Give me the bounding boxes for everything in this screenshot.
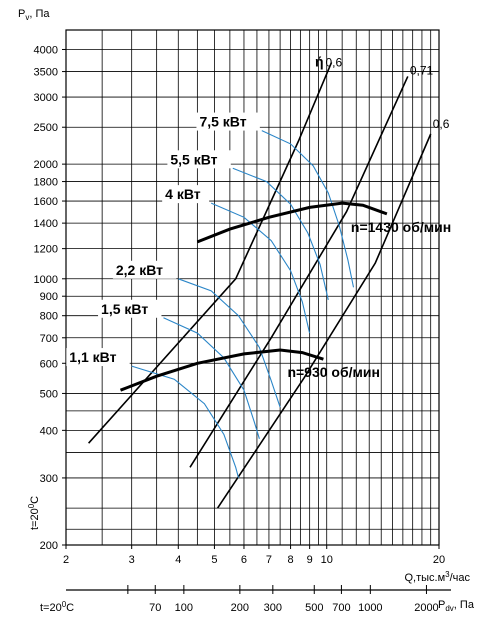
tick-labels: 200 300 400 500 600 700 800 900 1000 1200 1400 1600…: [34, 44, 446, 614]
y-tick-label: 1800: [34, 177, 58, 189]
y-tick-label: 2500: [34, 122, 58, 134]
y-tick-label: 1600: [34, 196, 58, 208]
x-tick-label: 8: [288, 554, 294, 566]
power-curve: [210, 202, 311, 334]
y-tick-label: 300: [40, 473, 58, 485]
power-label-bg: [98, 299, 162, 318]
power-label-bg: [112, 260, 177, 279]
power-label: 1,5 кВт: [101, 301, 148, 317]
efficiency-label: 0,71: [410, 63, 434, 77]
power-label-bg: [162, 185, 210, 204]
x-tick-label: 20: [433, 554, 445, 566]
y-axis-title: Pv, Па: [18, 8, 50, 22]
y-tick-label: 4000: [34, 44, 58, 56]
dyn-tick-label: 300: [264, 602, 282, 614]
power-curves: [131, 130, 355, 479]
x-tick-label: 7: [266, 554, 272, 566]
y-tick-label: 200: [40, 540, 58, 552]
power-curve: [232, 167, 329, 301]
dyn-tick-label: 1000: [358, 602, 382, 614]
efficiency-line: [88, 62, 333, 444]
grid-lines: [66, 30, 439, 545]
power-label: 1,1 кВт: [69, 349, 116, 365]
dyn-tick-label: 70: [149, 602, 161, 614]
x-axis-title: Q,тыс.м3/час: [404, 570, 470, 584]
efficiency-line: [189, 76, 409, 468]
dyn-tick-label: 700: [332, 602, 350, 614]
y-tick-label: 1000: [34, 274, 58, 286]
y-tick-label: 3000: [34, 92, 58, 104]
dyn-tick-label: 500: [305, 602, 323, 614]
dyn-tick-label: 200: [231, 602, 249, 614]
rpm-curves: [119, 201, 388, 392]
power-label: 5,5 кВт: [170, 151, 217, 167]
efficiency-line: [216, 133, 432, 509]
y-tick-label: 3500: [34, 67, 58, 79]
power-label: 2,2 кВт: [116, 262, 163, 278]
dyn-tick-label: 100: [175, 602, 193, 614]
dyn-left-note: t=200C: [40, 600, 74, 614]
x-tick-label: 6: [241, 554, 247, 566]
efficiency-label: 0,6: [433, 117, 450, 131]
power-curve: [131, 365, 240, 479]
rpm-curve-label: n=930 об/мин: [287, 364, 379, 380]
dyn-tick-label: 2000: [414, 602, 438, 614]
x-tick-label: 3: [129, 554, 135, 566]
rpm-curve-label: n=1430 об/мин: [351, 219, 451, 235]
y-tick-label: 500: [40, 388, 58, 400]
x-tick-label: 10: [321, 554, 333, 566]
y-tick-label: 900: [40, 291, 58, 303]
rpm-curve: [196, 201, 388, 244]
x-tick-label: 2: [63, 554, 69, 566]
plot-frame: [65, 29, 451, 591]
y-side-note: t=200C: [27, 496, 41, 530]
y-tick-label: 800: [40, 311, 58, 323]
power-label: 4 кВт: [165, 186, 201, 202]
efficiency-lines: [88, 62, 432, 509]
y-tick-label: 1200: [34, 244, 58, 256]
y-tick-label: 2000: [34, 159, 58, 171]
y-tick-label: 700: [40, 333, 58, 345]
power-curve: [261, 130, 355, 288]
power-curve: [178, 278, 281, 408]
y-tick-label: 400: [40, 425, 58, 437]
x-tick-label: 9: [307, 554, 313, 566]
plot-border: [65, 29, 440, 546]
x-tick-label: 5: [211, 554, 217, 566]
dyn-axis-title: Pdv, Па: [438, 599, 475, 613]
efficiency-title: ή: [315, 53, 324, 69]
y-tick-label: 1400: [34, 218, 58, 230]
efficiency-label: 0,6: [326, 55, 343, 69]
power-label: 7,5 кВт: [199, 114, 246, 130]
power-label-bg: [167, 150, 231, 169]
y-tick-label: 600: [40, 358, 58, 370]
rpm-curve: [119, 348, 324, 392]
power-label-bg: [66, 348, 130, 367]
power-curve: [163, 317, 260, 439]
power-label-bg: [196, 112, 260, 131]
x-tick-label: 4: [175, 554, 181, 566]
